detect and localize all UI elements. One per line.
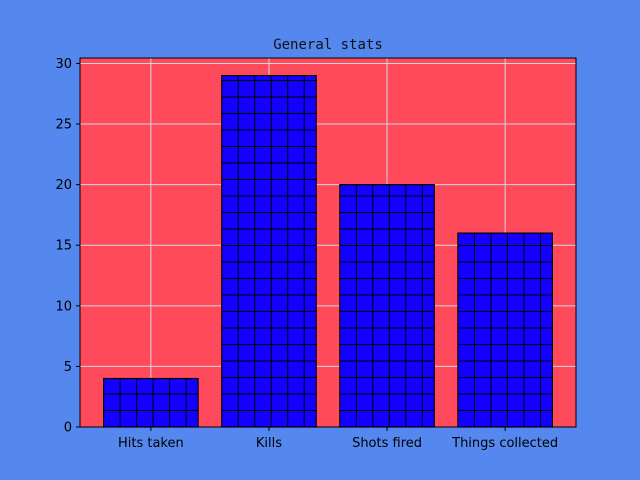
y-tick-label: 0 [64, 421, 72, 436]
x-tick-label: Shots fired [352, 436, 422, 451]
y-tick-label: 25 [55, 118, 72, 133]
bar-fill [457, 233, 553, 427]
bar-fill [221, 75, 317, 428]
x-axis-ticks: Hits taken Kills Shots fired Things collect… [118, 427, 558, 451]
y-tick-label: 15 [55, 239, 72, 254]
bar-things-collected [457, 232, 553, 428]
bar-kills [221, 74, 317, 428]
bar-hits-taken [103, 377, 199, 428]
bars [103, 74, 553, 428]
x-tick-label: Kills [256, 436, 282, 451]
y-tick-label: 5 [64, 360, 72, 375]
bar-shots-fired [339, 184, 435, 428]
x-tick-label: Things collected [451, 436, 558, 451]
y-axis-ticks: 0 5 10 15 20 25 30 [55, 57, 80, 436]
y-tick-label: 10 [55, 299, 72, 314]
y-tick-label: 20 [55, 178, 72, 193]
x-tick-label: Hits taken [118, 436, 184, 451]
bar-fill [103, 378, 199, 427]
chart-title: General stats [273, 37, 383, 53]
bar-fill [339, 184, 435, 427]
plot-frame [79, 57, 577, 428]
y-tick-label: 30 [55, 57, 72, 72]
